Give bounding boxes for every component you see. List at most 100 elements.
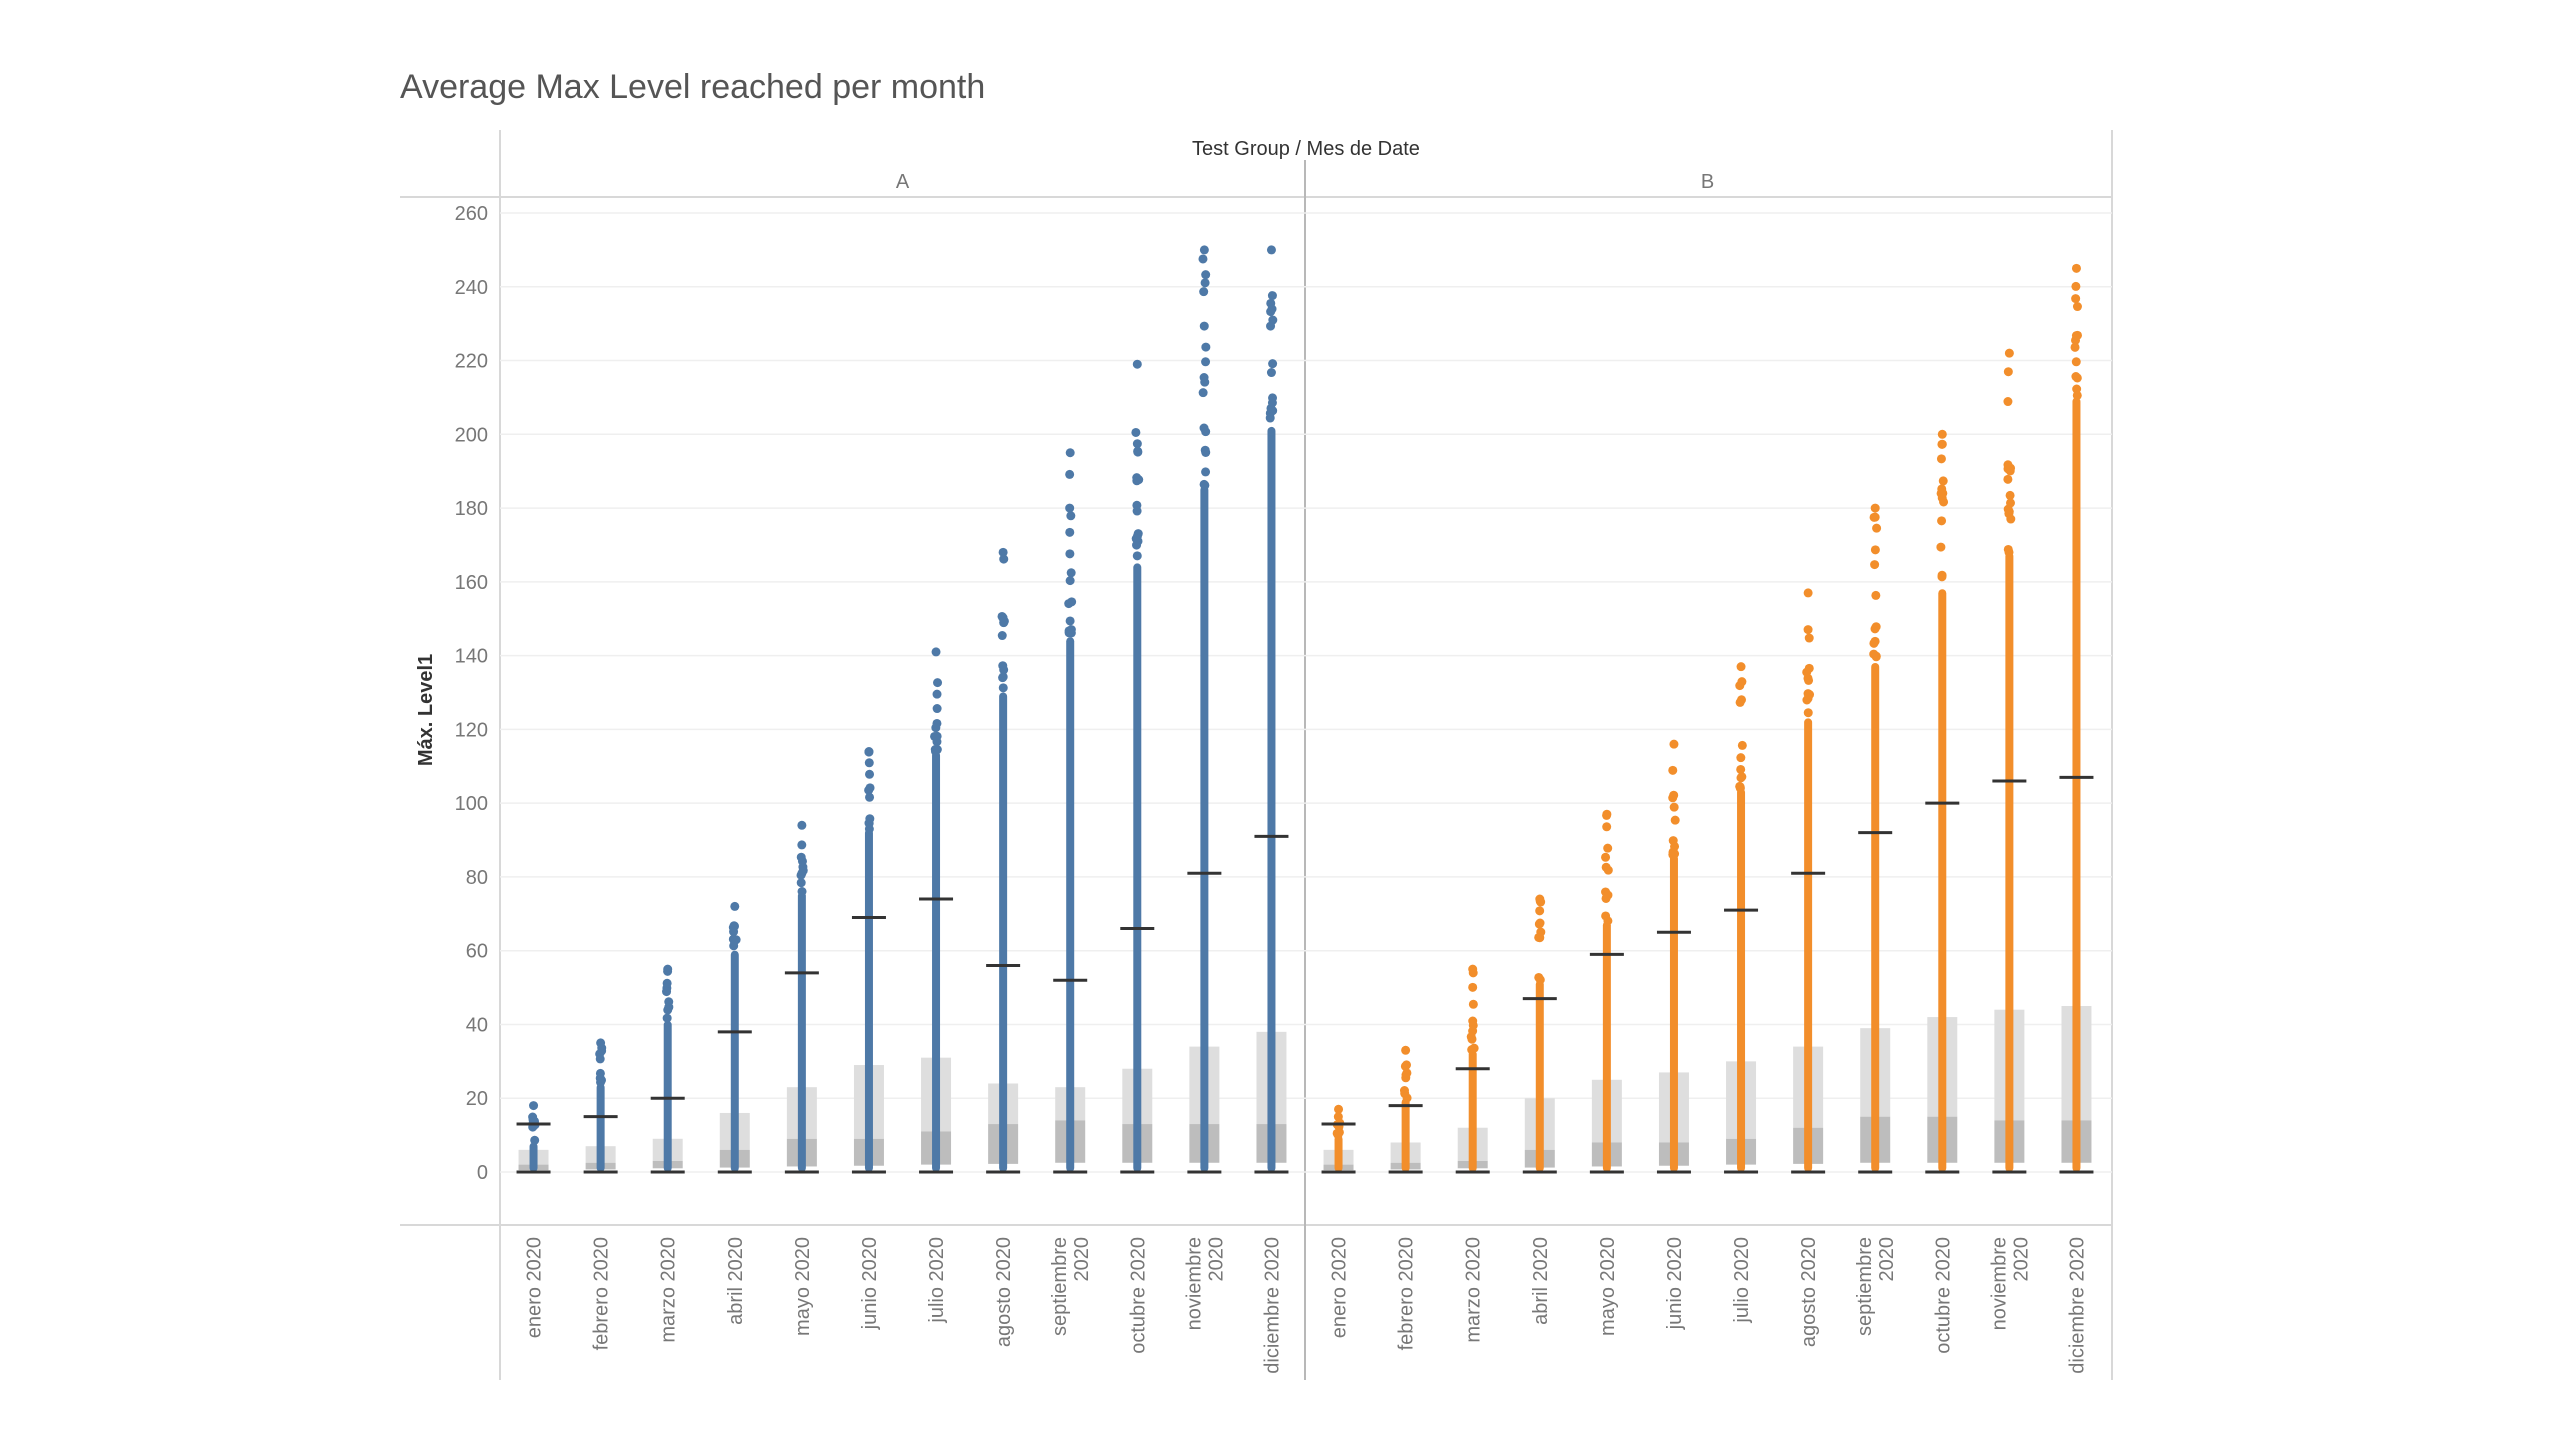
x-tick-label-line: septiembre <box>1049 1237 1071 1336</box>
outlier-point <box>932 689 942 699</box>
outlier-point <box>2071 372 2081 382</box>
x-tick-label-line: junio 2020 <box>1664 1237 1686 1330</box>
max-point <box>1132 359 1142 369</box>
outlier-point <box>595 1068 605 1078</box>
x-tick-label: mayo 2020 <box>792 1237 814 1336</box>
outlier-point <box>595 1049 605 1059</box>
outlier-point <box>729 941 739 951</box>
point-strip <box>932 751 941 1172</box>
category-b-12 <box>2059 263 2094 1174</box>
outlier-point <box>1803 708 1813 718</box>
y-tick-label: 200 <box>455 424 488 446</box>
outlier-point <box>1669 802 1679 812</box>
max-point <box>1334 1104 1344 1114</box>
x-tick-label-line: marzo 2020 <box>658 1237 680 1343</box>
outlier-point <box>1869 638 1879 648</box>
outlier-point <box>1132 506 1142 516</box>
outlier-point <box>1201 467 1211 477</box>
y-axis-title: Máx. Level1 <box>415 654 437 766</box>
outlier-point <box>931 746 941 756</box>
category-b-10 <box>1925 429 1960 1174</box>
x-tick-label: junio 2020 <box>1664 1237 1686 1330</box>
max-point <box>1065 448 1075 458</box>
outlier-point <box>1131 534 1141 544</box>
point-strip <box>1334 1135 1343 1172</box>
point-strip <box>1804 718 1813 1172</box>
category-b-3 <box>1455 964 1490 1174</box>
max-point <box>2071 263 2081 273</box>
point-strip <box>1401 1098 1410 1172</box>
x-tick-label: enero 2020 <box>524 1237 546 1338</box>
outlier-point <box>2072 384 2082 394</box>
category-b-6 <box>1656 739 1691 1174</box>
y-tick-label: 100 <box>455 793 488 815</box>
y-tick-label: 180 <box>455 498 488 520</box>
outlier-point <box>1601 852 1611 862</box>
outlier-point <box>2005 490 2015 500</box>
outlier-point <box>662 1013 672 1023</box>
point-strip <box>1468 1050 1477 1172</box>
max-point <box>998 547 1008 557</box>
x-tick-label: noviembre 2020 <box>1988 1237 2032 1330</box>
outlier-point <box>998 673 1008 683</box>
outlier-point <box>1602 822 1612 832</box>
x-tick-label: febrero 2020 <box>1396 1237 1418 1350</box>
x-tick-label: junio 2020 <box>859 1237 881 1330</box>
category-a-1 <box>516 1101 551 1174</box>
outlier-point <box>1131 427 1141 437</box>
y-tick-label: 220 <box>455 351 488 373</box>
outlier-point <box>1603 890 1613 900</box>
point-strip <box>1200 485 1209 1172</box>
max-point <box>596 1038 606 1048</box>
point-strip <box>1669 854 1678 1172</box>
y-tick-label: 20 <box>466 1088 488 1110</box>
outlier-point <box>1065 527 1075 537</box>
point-strip <box>596 1083 605 1172</box>
outlier-point <box>1201 357 1211 367</box>
outlier-point <box>1872 523 1882 533</box>
outlier-point <box>1199 423 1209 433</box>
outlier-point <box>1266 403 1276 413</box>
max-point <box>1803 588 1813 598</box>
outlier-point <box>1201 270 1211 280</box>
outlier-point <box>1669 790 1679 800</box>
max-point <box>1535 894 1545 904</box>
x-tick-label-line: diciembre 2020 <box>2066 1237 2088 1374</box>
outlier-point <box>1737 740 1747 750</box>
outlier-point <box>1603 843 1613 853</box>
x-tick-label-line: abril 2020 <box>1530 1237 1552 1325</box>
outlier-point <box>1268 359 1278 369</box>
category-a-4 <box>717 901 752 1174</box>
outlier-point <box>1535 933 1545 943</box>
outlier-point <box>1066 628 1076 638</box>
outlier-point <box>1804 663 1814 673</box>
outlier-point <box>1065 616 1075 626</box>
x-tick-label-line: noviembre <box>1183 1237 1205 1330</box>
outlier-point <box>1067 597 1077 607</box>
outlier-point <box>998 613 1008 623</box>
outlier-point <box>1199 321 1209 331</box>
outlier-point <box>798 866 808 876</box>
category-b-2 <box>1388 1045 1423 1174</box>
category-a-5 <box>784 820 819 1174</box>
point-strip <box>1938 589 1947 1172</box>
category-b-8 <box>1791 588 1826 1174</box>
x-tick-label: agosto 2020 <box>1798 1237 1820 1347</box>
outlier-point <box>2006 498 2016 508</box>
category-b-1 <box>1321 1104 1356 1174</box>
outlier-point <box>2072 330 2082 340</box>
chart-frame <box>400 130 2113 1380</box>
outlier-point <box>796 878 806 888</box>
outlier-point <box>1265 413 1275 423</box>
max-point <box>864 747 874 757</box>
outlier-point <box>1065 469 1075 479</box>
x-tick-label: diciembre 2020 <box>1261 1237 1283 1374</box>
outlier-point <box>1468 1016 1478 1026</box>
max-point <box>730 901 740 911</box>
outlier-point <box>728 923 738 933</box>
x-tick-label: noviembre 2020 <box>1183 1237 1227 1330</box>
outlier-point <box>1736 753 1746 763</box>
category-a-9 <box>1053 448 1088 1174</box>
y-axis: 0 20 40 60 80 100 120 140 160 180 200 220 240 260 Máx.… <box>415 203 488 1184</box>
